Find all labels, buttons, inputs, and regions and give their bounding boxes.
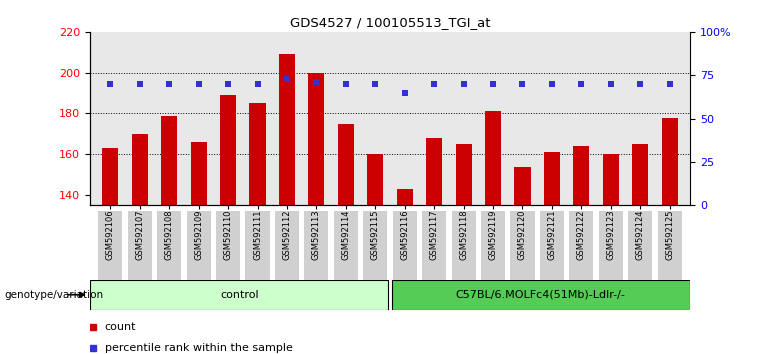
Point [664,81,676,87]
FancyBboxPatch shape [90,280,388,310]
Text: GSM592124: GSM592124 [636,210,645,260]
Point [399,90,411,95]
Text: GSM592113: GSM592113 [312,210,321,261]
Point [604,81,617,87]
Bar [102,148,119,205]
Point [546,81,558,87]
FancyBboxPatch shape [98,211,122,280]
Bar [220,95,236,205]
Text: GSM592115: GSM592115 [370,210,380,260]
Text: GSM592123: GSM592123 [606,210,615,261]
Bar [250,103,266,205]
Bar [367,154,384,205]
Bar [338,124,354,205]
Text: GSM592125: GSM592125 [665,210,674,260]
Text: GSM592120: GSM592120 [518,210,527,260]
FancyBboxPatch shape [422,211,446,280]
Bar [190,142,207,205]
Bar [485,112,501,205]
FancyBboxPatch shape [246,211,270,280]
FancyBboxPatch shape [275,211,299,280]
FancyBboxPatch shape [128,211,152,280]
Point [487,81,499,87]
Text: GSM592109: GSM592109 [194,210,203,260]
Point [369,81,381,87]
Text: GSM592122: GSM592122 [577,210,586,260]
Point [251,81,264,87]
Bar [456,144,472,205]
Point [339,81,352,87]
Title: GDS4527 / 100105513_TGI_at: GDS4527 / 100105513_TGI_at [289,16,491,29]
Text: count: count [105,321,136,332]
Text: percentile rank within the sample: percentile rank within the sample [105,343,292,353]
FancyBboxPatch shape [157,211,181,280]
FancyBboxPatch shape [392,211,417,280]
Text: GSM592112: GSM592112 [282,210,292,260]
FancyBboxPatch shape [334,211,358,280]
Point [281,76,293,81]
Bar [396,189,413,205]
Bar [544,152,560,205]
Point [428,81,441,87]
Point [457,81,470,87]
FancyBboxPatch shape [216,211,240,280]
FancyBboxPatch shape [363,211,388,280]
Point [193,81,205,87]
FancyBboxPatch shape [569,211,594,280]
FancyBboxPatch shape [304,211,328,280]
Text: genotype/variation: genotype/variation [4,290,103,300]
Text: control: control [221,290,259,300]
Text: GSM592118: GSM592118 [459,210,468,261]
Bar [161,115,177,205]
Point [634,81,647,87]
Text: GSM592108: GSM592108 [165,210,174,261]
Bar [426,138,442,205]
Bar [279,54,295,205]
Text: GSM592111: GSM592111 [253,210,262,260]
Bar [308,73,324,205]
FancyBboxPatch shape [392,280,690,310]
Point [133,81,146,87]
Point [104,81,116,87]
Text: GSM592121: GSM592121 [548,210,556,260]
Bar [632,144,648,205]
FancyBboxPatch shape [481,211,505,280]
FancyBboxPatch shape [452,211,476,280]
Bar [132,134,148,205]
FancyBboxPatch shape [510,211,534,280]
FancyBboxPatch shape [658,211,682,280]
Bar [661,118,678,205]
Point [575,81,587,87]
Text: GSM592106: GSM592106 [106,210,115,261]
Point [516,81,529,87]
FancyBboxPatch shape [599,211,623,280]
Bar [514,166,530,205]
Text: GSM592107: GSM592107 [135,210,144,261]
Bar [603,154,619,205]
Point [222,81,234,87]
Text: C57BL/6.MOLFc4(51Mb)-Ldlr-/-: C57BL/6.MOLFc4(51Mb)-Ldlr-/- [456,290,625,300]
Text: GSM592114: GSM592114 [342,210,350,260]
FancyBboxPatch shape [628,211,652,280]
Point [310,79,323,85]
Text: GSM592116: GSM592116 [400,210,410,261]
Point [163,81,176,87]
Text: GSM592117: GSM592117 [430,210,438,261]
Text: GSM592110: GSM592110 [224,210,232,260]
FancyBboxPatch shape [540,211,564,280]
FancyBboxPatch shape [186,211,211,280]
Text: GSM592119: GSM592119 [488,210,498,260]
Bar [573,146,590,205]
